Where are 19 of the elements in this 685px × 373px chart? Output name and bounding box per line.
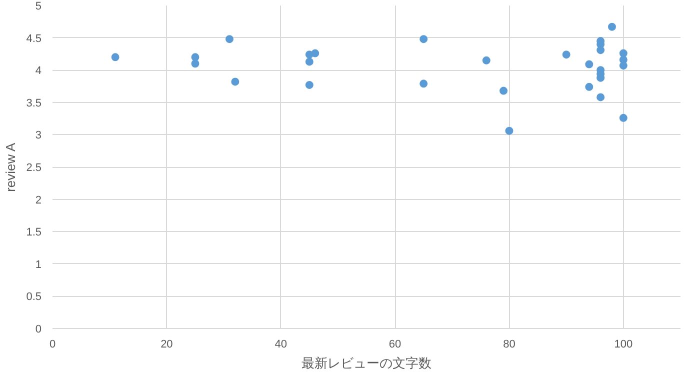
- y-tick-label: 2: [35, 194, 42, 206]
- x-axis-title: 最新レビューの文字数: [302, 356, 432, 370]
- y-tick-label: 4.5: [26, 32, 42, 45]
- y-tick-label: 5: [35, 0, 42, 12]
- y-tick-label: 0.5: [26, 291, 42, 304]
- y-tick-label: 0: [35, 324, 42, 336]
- x-tick-label: 40: [274, 338, 287, 350]
- y-tick-label: 3.5: [26, 97, 42, 110]
- x-tick-label: 0: [49, 338, 56, 350]
- x-tick-label: 100: [614, 338, 633, 350]
- y-tick-label: 2.5: [26, 162, 42, 174]
- y-tick-label: 1: [35, 258, 42, 271]
- y-tick-label: 1.5: [26, 226, 42, 239]
- y-tick-label: 3: [35, 130, 42, 142]
- x-tick-label: 60: [388, 338, 402, 350]
- y-axis-title: review A: [3, 142, 18, 192]
- x-tick-label: 80: [503, 338, 516, 350]
- x-tick-label: 20: [160, 338, 173, 350]
- y-tick-label: 4: [35, 65, 42, 78]
